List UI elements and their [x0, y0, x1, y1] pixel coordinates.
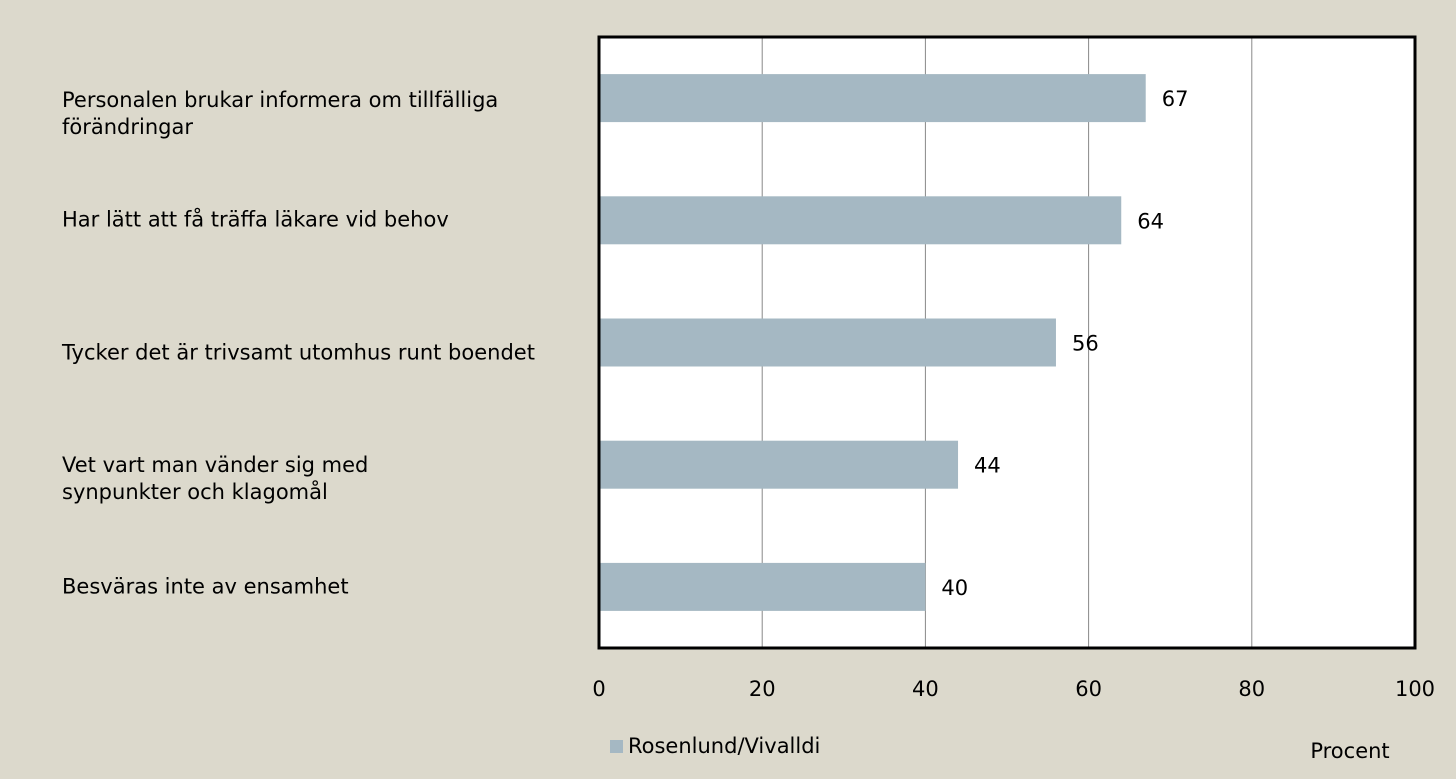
- x-tick-label: 20: [749, 677, 776, 701]
- legend-swatch: [610, 740, 623, 753]
- category-label: Vet vart man vänder sig med synpunkter o…: [62, 452, 369, 504]
- bar: [599, 440, 959, 489]
- bar: [599, 562, 926, 611]
- plot-border: [597, 35, 1417, 650]
- bar: [599, 74, 1146, 123]
- x-tick-label: 100: [1395, 677, 1435, 701]
- data-label: 44: [974, 454, 1001, 478]
- x-axis-label: Procent: [1310, 739, 1389, 763]
- data-label: 67: [1162, 87, 1189, 111]
- category-label: Personalen brukar informera om tillfälli…: [62, 88, 499, 140]
- data-label: 56: [1072, 332, 1099, 356]
- data-label: 64: [1137, 209, 1164, 233]
- category-label: Besväras inte av ensamhet: [62, 574, 349, 599]
- data-label: 40: [941, 576, 968, 600]
- x-tick-label: 40: [912, 677, 939, 701]
- legend-label: Rosenlund/Vivalldi: [628, 734, 820, 758]
- bar: [599, 318, 1056, 367]
- bar: [599, 196, 1122, 245]
- x-tick-label: 60: [1075, 677, 1102, 701]
- category-label: Har lätt att få träffa läkare vid behov: [62, 207, 449, 232]
- x-tick-label: 80: [1238, 677, 1265, 701]
- x-tick-label: 0: [592, 677, 605, 701]
- category-label: Tycker det är trivsamt utomhus runt boen…: [62, 340, 535, 364]
